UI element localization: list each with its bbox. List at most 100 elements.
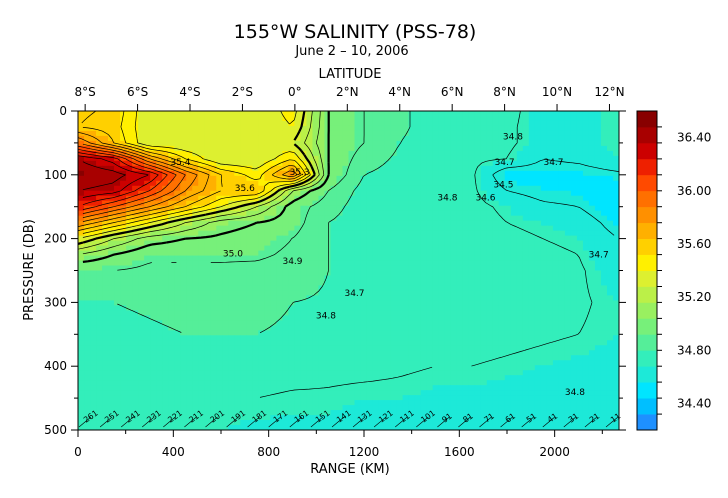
field-cell <box>612 340 619 346</box>
field-cell <box>558 120 566 127</box>
field-cell <box>420 175 428 182</box>
field-cell <box>396 280 404 287</box>
field-cell <box>588 195 596 202</box>
field-cell <box>606 140 614 147</box>
field-cell <box>174 140 181 147</box>
field-cell <box>210 200 217 207</box>
field-cell <box>498 165 506 172</box>
field-cell <box>306 200 314 207</box>
field-cell <box>504 125 512 132</box>
field-cell <box>540 280 548 287</box>
field-cell <box>402 225 410 232</box>
field-cell <box>246 160 253 167</box>
field-cell <box>552 345 560 351</box>
field-cell <box>138 290 145 297</box>
field-cell <box>102 295 109 301</box>
field-cell <box>360 165 368 172</box>
field-cell <box>474 245 482 252</box>
field-cell <box>150 265 157 272</box>
field-cell <box>390 111 398 117</box>
field-cell <box>600 245 608 252</box>
field-cell <box>186 125 193 132</box>
field-cell <box>426 220 434 227</box>
field-cell <box>360 290 368 297</box>
field-cell <box>282 230 289 237</box>
field-cell <box>204 130 211 137</box>
field-cell <box>516 310 524 316</box>
field-cell <box>210 140 217 147</box>
field-cell <box>138 315 145 321</box>
field-cell <box>414 365 422 371</box>
field-cell <box>294 175 302 182</box>
field-cell <box>558 250 566 257</box>
field-cell <box>570 365 578 371</box>
field-cell <box>198 315 205 321</box>
field-cell <box>378 145 386 152</box>
field-cell <box>510 140 518 147</box>
field-cell <box>168 285 175 292</box>
field-cell <box>474 125 482 132</box>
field-cell <box>510 120 518 127</box>
field-cell <box>498 340 506 346</box>
field-cell <box>126 180 133 187</box>
field-cell <box>276 295 283 301</box>
field-cell <box>594 285 602 292</box>
field-cell <box>492 240 500 247</box>
field-cell <box>516 280 524 287</box>
field-cell <box>78 235 85 242</box>
field-cell <box>516 375 524 381</box>
field-cell <box>240 111 247 117</box>
field-cell <box>504 240 512 247</box>
field-cell <box>594 325 602 331</box>
field-cell <box>594 185 602 192</box>
field-cell <box>582 255 590 262</box>
field-cell <box>438 260 446 267</box>
field-cell <box>564 335 572 341</box>
field-cell <box>300 335 308 341</box>
field-cell <box>372 380 380 386</box>
field-cell <box>366 345 374 351</box>
field-cell <box>354 120 362 127</box>
field-cell <box>174 370 181 376</box>
field-cell <box>498 280 506 287</box>
field-cell <box>366 315 374 321</box>
field-cell <box>582 320 590 326</box>
field-cell <box>276 135 283 142</box>
field-cell <box>306 325 314 331</box>
field-cell <box>582 300 590 306</box>
field-cell <box>564 160 572 167</box>
field-cell <box>240 180 247 187</box>
field-cell <box>426 190 434 197</box>
field-cell <box>186 140 193 147</box>
field-cell <box>108 275 115 282</box>
field-cell <box>180 355 187 361</box>
field-cell <box>474 250 482 257</box>
field-cell <box>96 305 103 311</box>
field-cell <box>204 385 211 391</box>
field-cell <box>228 200 235 207</box>
field-cell <box>84 365 91 371</box>
field-cell <box>96 190 103 197</box>
field-cell <box>276 210 283 217</box>
field-cell <box>246 145 253 152</box>
field-cell <box>120 200 127 207</box>
field-cell <box>246 275 253 282</box>
field-cell <box>276 285 283 292</box>
field-cell <box>144 355 151 361</box>
field-cell <box>558 135 566 142</box>
field-cell <box>396 220 404 227</box>
field-cell <box>330 225 338 232</box>
field-cell <box>606 310 614 316</box>
field-cell <box>126 195 133 202</box>
field-cell <box>198 125 205 132</box>
field-cell <box>174 330 181 336</box>
field-cell <box>246 135 253 142</box>
field-cell <box>390 145 398 152</box>
field-cell <box>234 135 241 142</box>
field-cell <box>570 300 578 306</box>
field-cell <box>318 310 326 316</box>
field-cell <box>564 380 572 386</box>
field-cell <box>546 225 554 232</box>
field-cell <box>78 335 85 341</box>
field-cell <box>360 230 368 237</box>
